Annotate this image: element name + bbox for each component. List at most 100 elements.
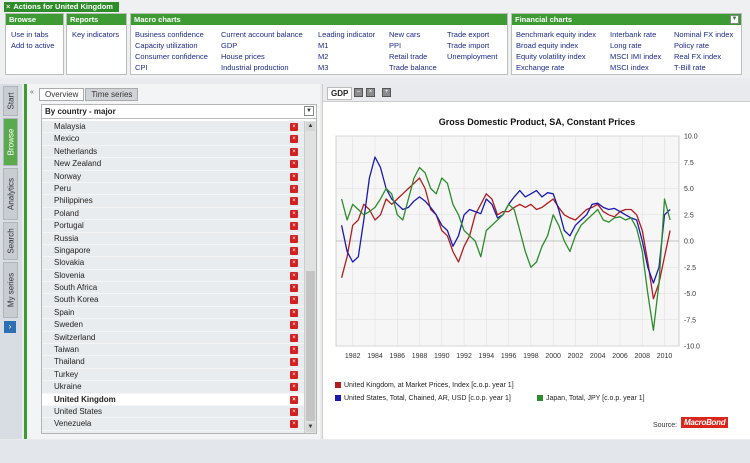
country-item[interactable]: Slovenia × — [42, 270, 304, 283]
action-key-indicators[interactable]: Key indicators — [72, 30, 120, 39]
remove-icon[interactable]: × — [290, 234, 298, 243]
scrollbar[interactable]: ▲ ▼ — [304, 121, 316, 433]
remove-icon[interactable]: × — [290, 296, 298, 305]
country-item[interactable]: Thailand × — [42, 356, 304, 369]
country-item[interactable]: United States × — [42, 406, 304, 419]
country-item[interactable]: Poland × — [42, 208, 304, 221]
remove-icon[interactable]: × — [290, 420, 298, 429]
remove-icon[interactable]: × — [290, 271, 298, 280]
remove-icon[interactable]: × — [290, 209, 298, 218]
remove-icon[interactable]: × — [290, 308, 298, 317]
remove-icon[interactable]: × — [290, 222, 298, 231]
country-item[interactable]: New Zealand × — [42, 158, 304, 171]
remove-icon[interactable]: × — [290, 383, 298, 392]
financial-item[interactable]: Benchmark equity index — [516, 30, 597, 39]
close-icon[interactable]: × — [6, 2, 11, 11]
country-item[interactable]: Ukraine × — [42, 381, 304, 394]
financial-item[interactable]: Long rate — [610, 41, 642, 50]
macro-item[interactable]: Trade export — [447, 30, 490, 39]
tab-browse[interactable]: Browse — [3, 118, 18, 166]
add-tab-icon[interactable]: + — [382, 88, 391, 97]
remove-icon[interactable]: × — [290, 147, 298, 156]
remove-icon[interactable]: × — [290, 395, 298, 404]
country-item[interactable]: Netherlands × — [42, 146, 304, 159]
country-item[interactable]: Malaysia × — [42, 121, 304, 134]
macro-item[interactable]: Consumer confidence — [135, 52, 208, 61]
financial-item[interactable]: Policy rate — [674, 41, 710, 50]
macro-item[interactable]: Trade import — [447, 41, 490, 50]
macro-item[interactable]: Leading indicator — [318, 30, 376, 39]
country-item[interactable]: South Africa × — [42, 282, 304, 295]
scrollbar-thumb[interactable] — [306, 271, 315, 421]
country-item[interactable]: Mexico × — [42, 133, 304, 146]
country-item[interactable]: Russia × — [42, 233, 304, 245]
macro-item[interactable]: Business confidence — [135, 30, 204, 39]
remove-icon[interactable]: × — [290, 246, 298, 255]
country-item[interactable]: United Kingdom × — [42, 393, 304, 406]
financial-item[interactable]: MSCI IMI index — [610, 52, 662, 61]
country-group-select[interactable]: By country - major ▼ — [42, 105, 316, 119]
remove-icon[interactable]: × — [290, 135, 298, 144]
remove-icon[interactable]: × — [290, 172, 298, 181]
chevron-down-icon[interactable]: ▼ — [304, 106, 314, 116]
financial-item[interactable]: Real FX index — [674, 52, 722, 61]
close-icon[interactable]: × — [366, 88, 375, 97]
financial-item[interactable]: T-Bill rate — [674, 63, 706, 72]
country-item[interactable]: Venezuela × — [42, 418, 304, 431]
action-add-to-active[interactable]: Add to active — [11, 41, 55, 50]
macro-item[interactable]: Capacity utilization — [135, 41, 198, 50]
tab-time-series[interactable]: Time series — [85, 88, 139, 101]
macro-item[interactable]: Retail trade — [389, 52, 428, 61]
financial-item[interactable]: Equity volatility index — [516, 52, 586, 61]
macro-item[interactable]: PPI — [389, 41, 402, 50]
country-item[interactable]: Slovakia × — [42, 257, 304, 270]
macro-item[interactable]: M2 — [318, 52, 329, 61]
remove-icon[interactable]: × — [290, 407, 298, 416]
country-item[interactable]: Taiwan × — [42, 344, 304, 357]
country-item[interactable]: Philippines × — [42, 195, 304, 208]
country-item[interactable]: Portugal × — [42, 220, 304, 233]
collapse-icon[interactable]: « — [30, 89, 34, 96]
tab-gdp[interactable]: GDP — [327, 87, 353, 100]
tab-overview[interactable]: Overview — [39, 88, 85, 101]
country-item[interactable]: Peru × — [42, 183, 304, 196]
action-use-in-tabs[interactable]: Use in tabs — [11, 30, 49, 39]
macro-item[interactable]: House prices — [221, 52, 265, 61]
chevron-right-icon[interactable]: › — [4, 321, 16, 333]
macro-item[interactable]: CPI — [135, 63, 148, 72]
country-item[interactable]: Switzerland × — [42, 332, 304, 345]
remove-icon[interactable]: × — [290, 284, 298, 293]
macro-item[interactable]: M3 — [318, 63, 329, 72]
country-item[interactable]: Singapore × — [42, 245, 304, 258]
tab-start[interactable]: Start — [3, 86, 18, 116]
remove-icon[interactable]: × — [290, 358, 298, 367]
remove-icon[interactable]: × — [290, 184, 298, 193]
minimize-icon[interactable]: – — [354, 88, 363, 97]
financial-item[interactable]: MSCI index — [610, 63, 649, 72]
country-item[interactable]: Turkey × — [42, 369, 304, 382]
tab-analytics[interactable]: Analytics — [3, 168, 18, 220]
macro-item[interactable]: Unemployment — [447, 52, 498, 61]
scroll-up-icon[interactable]: ▲ — [306, 122, 315, 131]
remove-icon[interactable]: × — [290, 259, 298, 268]
remove-icon[interactable]: × — [290, 321, 298, 330]
financial-item[interactable]: Broad equity index — [516, 41, 579, 50]
remove-icon[interactable]: × — [290, 160, 298, 169]
macro-item[interactable]: Trade balance — [389, 63, 437, 72]
macro-item[interactable]: Industrial production — [221, 63, 289, 72]
chevron-down-icon[interactable]: ▼ — [730, 15, 739, 24]
financial-item[interactable]: Interbank rate — [610, 30, 657, 39]
country-item[interactable]: South Korea × — [42, 294, 304, 307]
financial-item[interactable]: Nominal FX index — [674, 30, 734, 39]
remove-icon[interactable]: × — [290, 123, 298, 131]
country-item[interactable]: Spain × — [42, 307, 304, 320]
remove-icon[interactable]: × — [290, 346, 298, 355]
remove-icon[interactable]: × — [290, 333, 298, 342]
macro-item[interactable]: Current account balance — [221, 30, 303, 39]
macro-item[interactable]: GDP — [221, 41, 238, 50]
scroll-down-icon[interactable]: ▼ — [306, 423, 315, 432]
macro-item[interactable]: M1 — [318, 41, 329, 50]
macro-item[interactable]: New cars — [389, 30, 421, 39]
remove-icon[interactable]: × — [290, 197, 298, 206]
country-item[interactable]: Norway × — [42, 171, 304, 183]
